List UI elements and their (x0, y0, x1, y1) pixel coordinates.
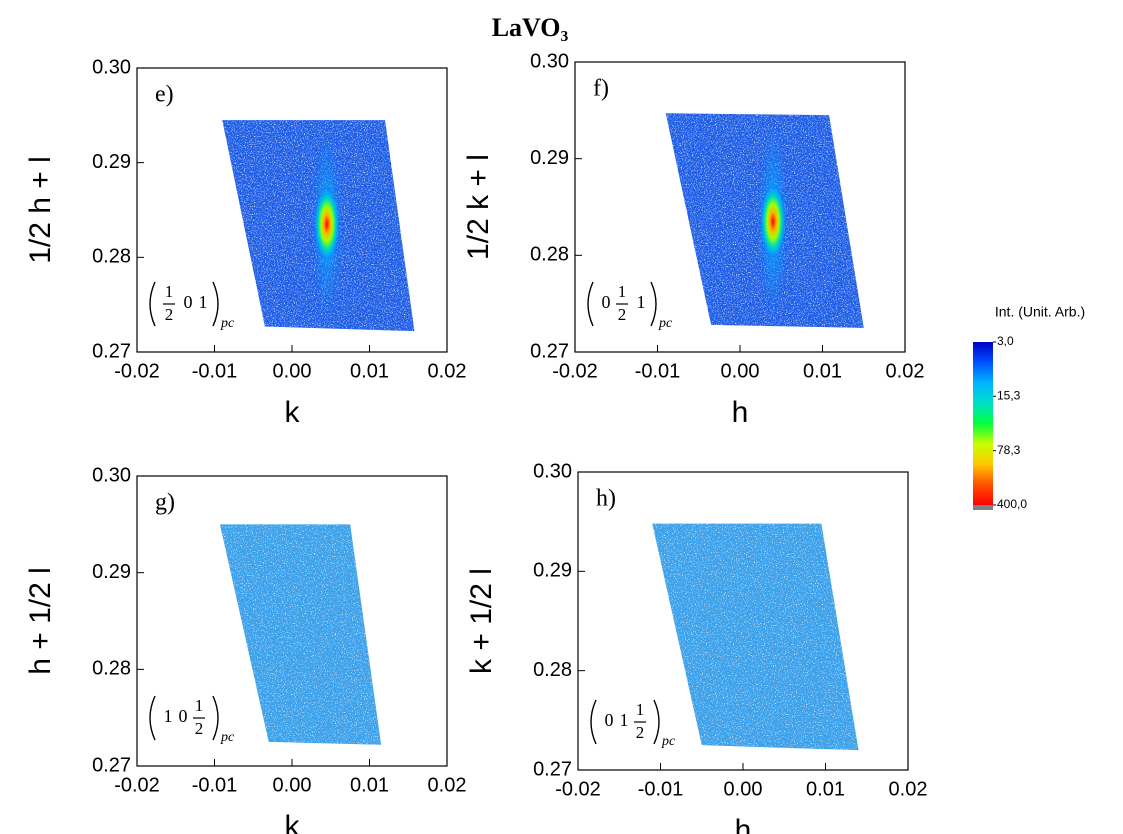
x-tick-label: 0.01 (803, 360, 842, 382)
colorbar-tick-label: 78,3 (997, 443, 1021, 457)
x-axis-label: h (735, 814, 752, 834)
x-tick-label: -0.01 (192, 774, 238, 796)
paren (212, 695, 219, 741)
paren (149, 281, 156, 327)
colorbar-tick-label: 400,0 (997, 497, 1027, 511)
y-tick-label: 0.30 (92, 464, 131, 486)
y-tick-label: 0.29 (92, 561, 131, 583)
y-tick-label: 0.27 (92, 754, 131, 776)
panel-label: g) (155, 490, 175, 516)
colorbar-over (973, 505, 993, 510)
x-tick-label: 0.00 (724, 778, 763, 800)
map-texture (219, 524, 382, 745)
x-tick-label: 0.01 (806, 778, 845, 800)
y-axis-label: k + 1/2 l (465, 568, 498, 674)
x-tick-label: 0.02 (428, 774, 467, 796)
x-tick-label: 0.02 (889, 778, 928, 800)
index: 1 (637, 292, 646, 312)
x-tick-label: -0.01 (192, 360, 238, 382)
y-tick-label: 0.28 (92, 658, 131, 680)
paren (212, 281, 219, 327)
x-tick-label: -0.02 (552, 360, 598, 382)
y-tick-label: 0.29 (530, 147, 569, 169)
colorbar-tick-label: 3,0 (997, 334, 1014, 348)
panel: -0.02 -0.01 0.00 0.01 0.02 0.27 0.28 0.29 0.30 h 1… (462, 50, 925, 429)
paren (650, 281, 657, 327)
fraction-den: 2 (636, 723, 645, 742)
y-axis-label: h + 1/2 l (24, 567, 57, 675)
y-tick-label: 0.30 (530, 50, 569, 72)
fraction-num: 1 (165, 282, 174, 301)
y-tick-label: 0.29 (533, 560, 572, 582)
panel-label: f) (593, 76, 609, 102)
paren (590, 699, 597, 745)
panel-label: h) (596, 486, 616, 512)
index: 0 (602, 292, 611, 312)
x-tick-label: -0.02 (114, 774, 160, 796)
x-tick-label: 0.01 (350, 774, 389, 796)
y-axis-label: 1/2 h + l (24, 156, 57, 264)
x-tick-label: 0.00 (273, 774, 312, 796)
colorbar-label: Int. (Unit. Arb.) (995, 304, 1085, 320)
y-tick-label: 0.27 (92, 340, 131, 362)
y-axis-label: 1/2 k + l (462, 154, 495, 260)
panel-label: e) (155, 82, 174, 108)
panel: -0.02 -0.01 0.00 0.01 0.02 0.27 0.28 0.29 0.30 h k… (465, 460, 928, 834)
index: 0 (184, 292, 193, 312)
paren (149, 695, 156, 741)
x-tick-label: -0.01 (635, 360, 681, 382)
index: 1 (620, 710, 629, 730)
x-tick-label: 0.01 (350, 360, 389, 382)
x-tick-label: 0.02 (886, 360, 925, 382)
colorbar-tick-label: 15,3 (997, 388, 1021, 402)
index-subscript: pc (658, 316, 673, 331)
fraction-num: 1 (636, 700, 645, 719)
y-tick-label: 0.30 (92, 56, 131, 78)
y-tick-label: 0.27 (533, 758, 572, 780)
x-tick-label: -0.02 (114, 360, 160, 382)
index-subscript: pc (661, 734, 676, 749)
y-tick-label: 0.28 (92, 246, 131, 268)
x-axis-label: h (732, 396, 749, 429)
x-tick-label: 0.00 (721, 360, 760, 382)
colorbar (973, 342, 993, 505)
x-tick-label: -0.01 (638, 778, 684, 800)
panel: -0.02 -0.01 0.00 0.01 0.02 0.27 0.28 0.29 0.30 k 1… (24, 56, 467, 429)
fraction-den: 2 (195, 719, 204, 738)
index: 1 (164, 706, 173, 726)
index-subscript: pc (220, 730, 235, 745)
y-tick-label: 0.30 (533, 460, 572, 482)
fraction-num: 1 (618, 282, 627, 301)
index: 0 (179, 706, 188, 726)
x-tick-label: 0.02 (428, 360, 467, 382)
y-tick-label: 0.28 (530, 244, 569, 266)
fraction-num: 1 (195, 696, 204, 715)
paren (587, 281, 594, 327)
index-subscript: pc (220, 316, 235, 331)
panel: -0.02 -0.01 0.00 0.01 0.02 0.27 0.28 0.29 0.30 k h… (24, 464, 467, 834)
peak (313, 186, 340, 263)
figure-title: LaVO₃ (492, 13, 569, 42)
index: 0 (605, 710, 614, 730)
paren (653, 699, 660, 745)
x-tick-label: -0.02 (555, 778, 601, 800)
x-axis-label: k (285, 396, 301, 429)
peak (760, 183, 786, 260)
x-axis-label: k (285, 810, 301, 834)
y-tick-label: 0.27 (530, 340, 569, 362)
fraction-den: 2 (618, 305, 627, 324)
x-tick-label: 0.00 (273, 360, 312, 382)
y-tick-label: 0.28 (533, 659, 572, 681)
y-tick-label: 0.29 (92, 151, 131, 173)
fraction-den: 2 (165, 305, 174, 324)
index: 1 (199, 292, 208, 312)
